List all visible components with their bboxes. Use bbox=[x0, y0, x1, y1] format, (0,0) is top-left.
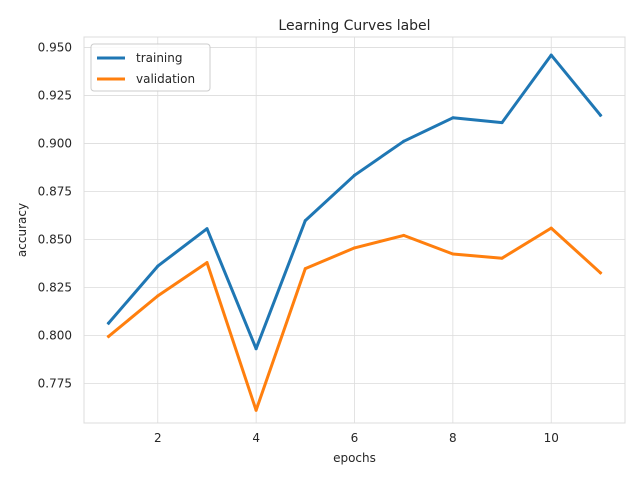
y-tick-label: 0.925 bbox=[38, 89, 72, 103]
data-point-validation bbox=[598, 271, 602, 275]
data-point-validation bbox=[402, 233, 406, 237]
ticks: 2 4 6 8 10 0.775 0.800 0.825 0.850 0.875 0.900 0.92… bbox=[38, 41, 559, 445]
legend-label-training: training bbox=[136, 51, 183, 65]
y-tick-label: 0.900 bbox=[38, 137, 72, 151]
data-point-validation bbox=[353, 246, 356, 250]
x-tick-label: 10 bbox=[544, 431, 559, 445]
data-point-validation bbox=[156, 294, 160, 298]
x-axis-label: epochs bbox=[333, 451, 376, 465]
data-point-training bbox=[156, 264, 160, 268]
y-tick-label: 0.950 bbox=[38, 41, 72, 55]
data-point-validation bbox=[205, 261, 209, 265]
chart-title: Learning Curves label bbox=[278, 18, 430, 34]
x-tick-label: 4 bbox=[252, 431, 260, 445]
x-tick-label: 8 bbox=[449, 431, 457, 445]
legend: training validation bbox=[90, 43, 211, 92]
grid bbox=[84, 37, 625, 423]
data-point-training bbox=[205, 227, 209, 231]
data-point-training bbox=[303, 219, 307, 223]
data-point-validation bbox=[254, 408, 258, 412]
data-point-validation bbox=[107, 334, 111, 338]
data-point-validation bbox=[451, 252, 455, 256]
y-tick-label: 0.875 bbox=[38, 185, 72, 199]
data-point-training bbox=[451, 116, 455, 120]
y-tick-label: 0.850 bbox=[38, 233, 72, 247]
x-tick-label: 2 bbox=[154, 431, 162, 445]
data-point-training bbox=[500, 121, 504, 125]
series-lines bbox=[106, 53, 603, 412]
y-tick-label: 0.825 bbox=[38, 281, 72, 295]
y-tick-label: 0.800 bbox=[38, 329, 72, 343]
data-point-validation bbox=[549, 226, 553, 230]
x-tick-label: 6 bbox=[351, 431, 359, 445]
legend-label-validation: validation bbox=[136, 72, 195, 86]
data-point-training bbox=[549, 53, 553, 57]
data-point-training bbox=[254, 347, 258, 351]
y-tick-label: 0.775 bbox=[38, 377, 72, 391]
plot-frame bbox=[83, 36, 626, 424]
data-point-training bbox=[402, 139, 406, 143]
data-point-validation bbox=[303, 267, 307, 271]
data-point-training bbox=[353, 173, 356, 177]
data-point-training bbox=[107, 321, 111, 325]
data-point-validation bbox=[500, 256, 504, 260]
y-axis-label: accuracy bbox=[15, 203, 29, 257]
data-point-training bbox=[598, 113, 602, 117]
